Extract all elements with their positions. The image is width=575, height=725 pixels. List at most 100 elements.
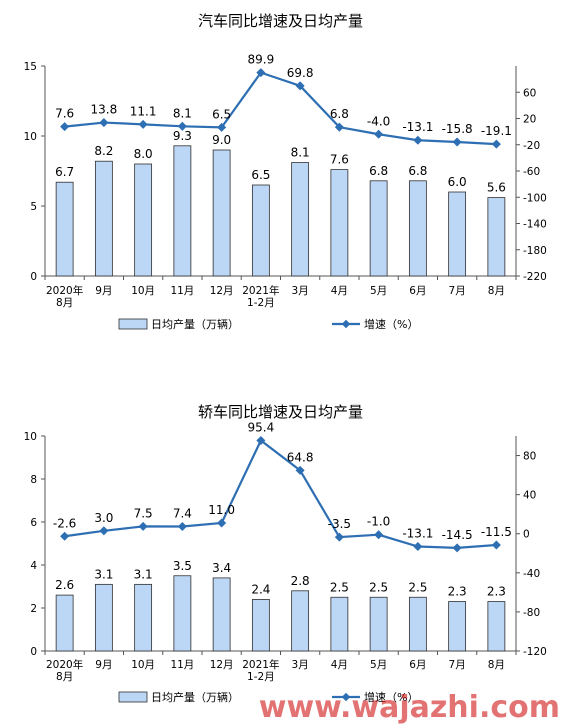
line-point — [374, 530, 384, 540]
y2-tick-label: 60 — [523, 87, 536, 99]
bar-value-label: 9.3 — [173, 129, 192, 143]
bar — [134, 583, 153, 652]
bar — [330, 596, 349, 652]
line-value-label: 95.4 — [248, 420, 275, 434]
x-tick-label: 5月 — [370, 659, 387, 671]
y2-tick-label: -60 — [523, 166, 540, 178]
growth-line — [64, 71, 497, 146]
y-tick-label: 0 — [30, 271, 37, 283]
line-point — [177, 121, 187, 131]
bar-value-label: 6.8 — [408, 164, 427, 178]
bar — [94, 583, 113, 652]
chart-title: 轿车同比增速及日均产量 — [198, 403, 363, 421]
y2-tick-label: -120 — [523, 646, 547, 658]
bar — [55, 181, 74, 277]
x-tick-label: 4月 — [331, 659, 348, 671]
line-point — [491, 540, 501, 550]
bar — [291, 590, 310, 652]
bar-value-label: 6.5 — [251, 168, 270, 182]
line-point — [99, 118, 109, 128]
line-value-label: -13.1 — [402, 527, 433, 541]
bar-value-label: 8.2 — [94, 144, 113, 158]
x-tick-label: 11月 — [170, 659, 194, 671]
bar — [448, 601, 467, 652]
y-tick-label: 8 — [30, 474, 37, 486]
legend-line-label: 增速（%） — [364, 317, 418, 331]
line-value-label: 69.8 — [287, 66, 314, 80]
bar — [134, 163, 153, 277]
line-value-label: 7.4 — [173, 506, 192, 520]
bar-value-label: 8.1 — [291, 146, 310, 160]
y2-tick-label: -220 — [523, 271, 547, 283]
bar-value-label: 3.5 — [173, 559, 192, 573]
y-tick-label: 5 — [30, 201, 37, 213]
bar-value-label: 3.1 — [94, 567, 113, 581]
x-tick-label: 9月 — [95, 659, 112, 671]
line-value-label: -15.8 — [442, 122, 473, 136]
bar — [330, 169, 349, 277]
line-value-label: 6.8 — [330, 107, 349, 121]
line-point — [60, 531, 70, 541]
y2-tick-label: 20 — [523, 114, 536, 126]
bar-value-label: 6.8 — [369, 164, 388, 178]
bar — [408, 596, 427, 652]
x-tick-label: 8月 — [488, 285, 505, 297]
bar — [173, 575, 192, 652]
bar — [94, 160, 113, 277]
y2-tick-label: 80 — [523, 451, 536, 463]
y-tick-label: 10 — [24, 131, 37, 143]
bar — [369, 180, 388, 277]
legend-bar-label: 日均产量（万辆） — [151, 317, 239, 331]
bar — [487, 197, 506, 277]
legend-bar-swatch — [118, 691, 148, 703]
x-tick-label: 3月 — [292, 285, 309, 297]
x-tick-label: 10月 — [131, 285, 155, 297]
line-value-label: 3.0 — [94, 511, 113, 525]
bar — [448, 191, 467, 277]
y2-tick-label: 0 — [523, 529, 530, 541]
bar-value-label: 8.0 — [134, 147, 153, 161]
watermark: www.wajazhi.com — [259, 690, 560, 725]
bar-value-label: 2.5 — [369, 580, 388, 594]
line-point — [99, 526, 109, 536]
chart-title: 汽车同比增速及日均产量 — [198, 12, 363, 30]
line-value-label: -19.1 — [481, 124, 512, 138]
bar-value-label: 2.6 — [55, 578, 74, 592]
y-tick-label: 0 — [30, 646, 37, 658]
line-value-label: -11.5 — [481, 525, 512, 539]
line-value-label: 64.8 — [287, 450, 314, 464]
line-point — [334, 532, 344, 542]
line-point — [138, 119, 148, 129]
bar-value-label: 3.1 — [134, 567, 153, 581]
line-point — [452, 137, 462, 147]
bar-value-label: 3.4 — [212, 561, 231, 575]
x-tick-label: 6月 — [409, 285, 426, 297]
bar — [251, 599, 270, 652]
line-point — [217, 122, 227, 132]
y2-tick-label: -80 — [523, 607, 540, 619]
bar-value-label: 2.5 — [330, 580, 349, 594]
bar — [251, 184, 270, 277]
line-value-label: 7.6 — [55, 107, 74, 121]
line-value-label: 7.5 — [134, 506, 153, 520]
x-tick-label: 2020年 8月 — [46, 658, 83, 683]
legend-bar-label: 日均产量（万辆） — [151, 690, 239, 704]
legend-line-label: 增速（%） — [364, 690, 418, 704]
line-point — [60, 122, 70, 132]
y-tick-label: 4 — [30, 560, 37, 572]
x-tick-label: 12月 — [210, 659, 234, 671]
bar — [487, 601, 506, 652]
bar-value-label: 2.3 — [448, 585, 467, 599]
bar — [212, 577, 231, 652]
line-point — [413, 542, 423, 552]
line-point — [374, 129, 384, 139]
line-point — [217, 518, 227, 528]
x-tick-label: 2021年 1-2月 — [242, 284, 279, 309]
x-tick-label: 3月 — [292, 659, 309, 671]
bar-value-label: 5.6 — [487, 181, 506, 195]
bar — [212, 149, 231, 277]
x-tick-label: 5月 — [370, 285, 387, 297]
x-tick-label: 7月 — [449, 285, 466, 297]
y-tick-label: 6 — [30, 517, 37, 529]
